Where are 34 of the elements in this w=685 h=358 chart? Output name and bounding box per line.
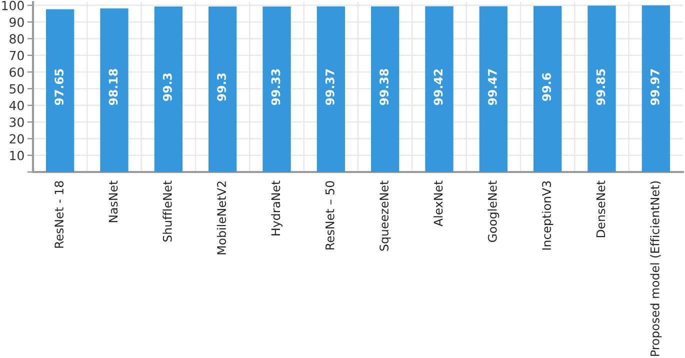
data-label: 99.3 [162, 73, 172, 101]
x-tick-label: ShuffleNet [162, 180, 172, 242]
data-label: 99.97 [650, 69, 660, 106]
y-tick-label: 30 [10, 117, 24, 127]
x-tick-label: HydraNet [271, 180, 282, 236]
x-tick-label: Proposed model (EfficientNet) [650, 181, 662, 356]
data-label: 99.85 [596, 69, 606, 106]
y-tick-label: 40 [9, 100, 24, 110]
data-label: 98.18 [108, 69, 118, 106]
x-tick-label: NasNet [108, 180, 118, 222]
data-label: 99.47 [488, 69, 497, 106]
x-tick-label: InceptionV3 [542, 181, 554, 250]
data-label: 97.65 [54, 69, 64, 106]
data-label: 99.42 [434, 69, 443, 106]
x-tick-label: SqueezeNet [380, 180, 391, 251]
data-label: 99.33 [271, 69, 280, 106]
data-label: 99.3 [217, 73, 226, 101]
x-tick-label: MobileNetV2 [216, 182, 226, 254]
x-tick-label: AlexNet [434, 180, 443, 226]
y-tick-label: 100 [2, 0, 24, 10]
y-tick-label: 80 [10, 34, 24, 44]
y-tick-label: 20 [10, 134, 24, 144]
data-label: 99.38 [380, 69, 389, 106]
data-label: 99.6 [542, 73, 552, 101]
x-tick-label: GoogleNet [488, 180, 500, 242]
y-tick-label: 90 [10, 17, 24, 27]
x-tick-label: ResNet – 50 [325, 181, 334, 250]
y-tick-label: 50 [10, 84, 24, 94]
y-tick-label: 70 [10, 50, 24, 60]
y-tick-label: 10 [10, 150, 24, 160]
x-tick-label: ResNet - 18 [54, 181, 64, 248]
y-tick-label: 60 [10, 67, 24, 77]
data-label: 99.37 [325, 69, 334, 106]
x-tick-label: DenseNet [596, 180, 606, 238]
